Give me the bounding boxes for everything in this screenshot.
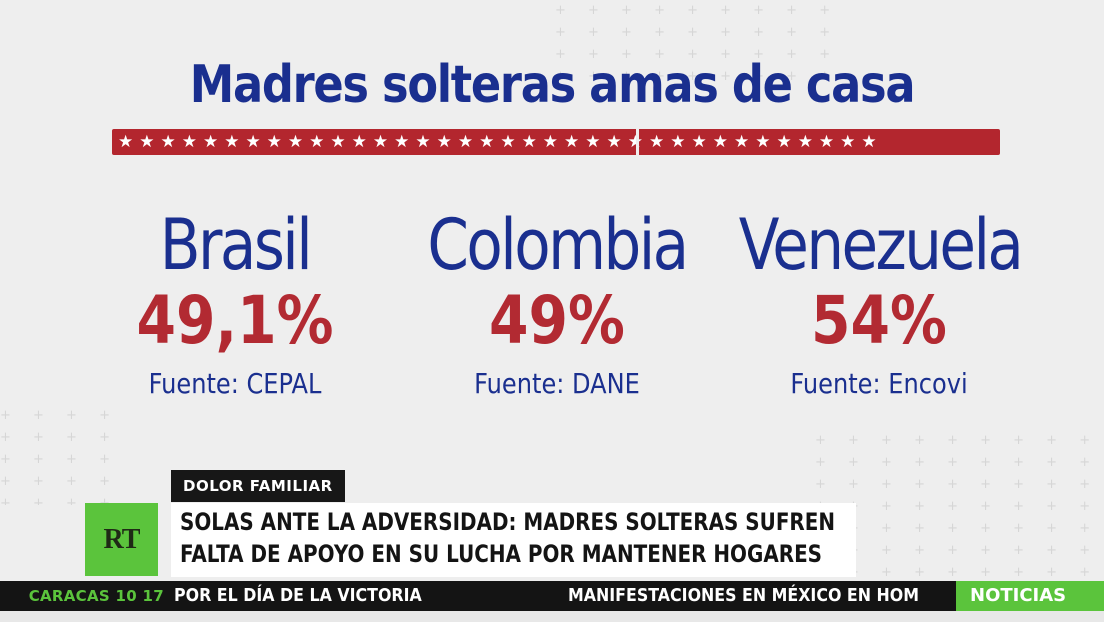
country-source: Fuente: DANE (474, 367, 640, 400)
country-column-venezuela: Venezuela 54% Fuente: Encovi (714, 205, 1044, 400)
category-tag: DOLOR FAMILIAR (171, 470, 345, 502)
plus-pattern-right: + + + + + + + + + + + + + + + + + + + + … (815, 433, 1100, 580)
news-ticker: CARACAS 10 17 POR EL DÍA DE LA VICTORIA … (0, 581, 1104, 611)
star-divider-bar: ★★★★★★★★★★★★★★★★★★★★★★★★★★★★★★★★★★★★ (112, 129, 1000, 155)
ticker-item: MANIFESTACIONES EN MÉXICO EN HOM (568, 585, 920, 606)
country-percent: 54% (811, 282, 947, 359)
bottom-strip (0, 611, 1104, 622)
country-source: Fuente: CEPAL (148, 367, 322, 400)
country-name: Venezuela (738, 204, 1024, 286)
country-column-colombia: Colombia 49% Fuente: DANE (392, 205, 722, 400)
country-percent: 49% (489, 282, 625, 359)
ticker-item: POR EL DÍA DE LA VICTORIA (174, 585, 422, 606)
rt-logo-text: RT (103, 523, 141, 555)
country-percent: 49,1% (136, 282, 334, 359)
plus-pattern-top: + + + + + + + + + + + + + + + + + + + + … (555, 3, 840, 84)
country-name: Brasil (159, 204, 313, 286)
graphic-title: Madres solteras amas de casa (189, 55, 916, 115)
star-icons: ★★★★★★★★★★★★★★★★★★★★★★★★★★★★★★★★★★★★ (118, 132, 883, 152)
star-bar-separator (636, 129, 639, 155)
ticker-badge-noticias: NOTICIAS (956, 581, 1104, 611)
country-source: Fuente: Encovi (790, 367, 968, 400)
headline-line-1: SOLAS ANTE LA ADVERSIDAD: MADRES SOLTERA… (180, 508, 836, 536)
plus-pattern-left: + + + + + + + + + + + + + + + + + + + + … (0, 408, 115, 505)
country-column-brasil: Brasil 49,1% Fuente: CEPAL (70, 205, 400, 400)
headline-line-2: FALTA DE APOYO EN SU LUCHA POR MANTENER … (180, 540, 823, 568)
rt-logo: RT (85, 503, 158, 576)
ticker-clock: CARACAS 10 17 (28, 587, 164, 605)
country-name: Colombia (427, 204, 689, 286)
news-headline-box: SOLAS ANTE LA ADVERSIDAD: MADRES SOLTERA… (171, 503, 856, 577)
